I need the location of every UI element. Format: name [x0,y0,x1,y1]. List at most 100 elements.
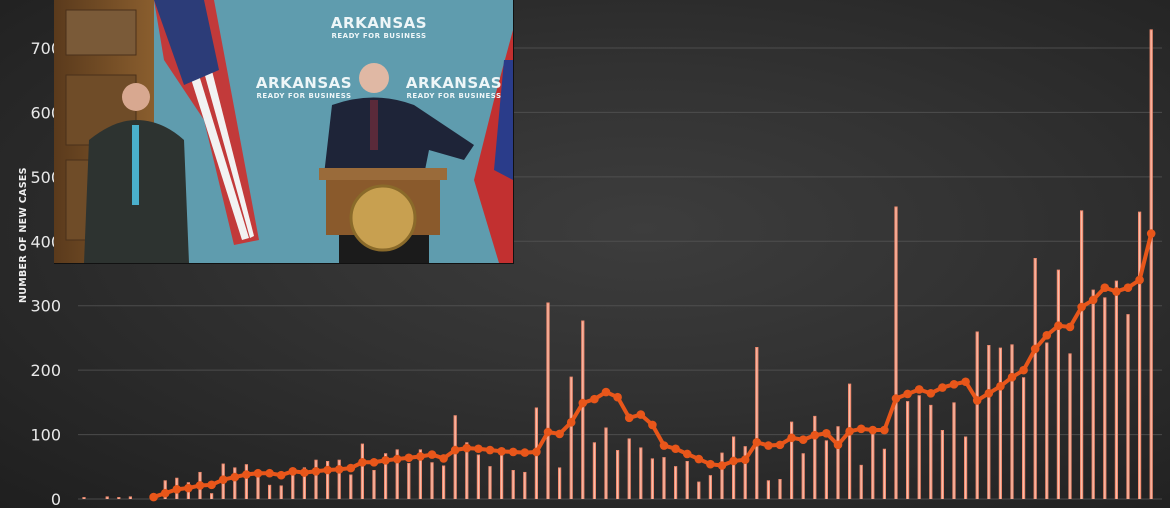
average-point [601,387,611,397]
average-point [648,420,657,430]
average-point [381,456,390,465]
average-point [369,457,379,467]
average-point [288,466,298,476]
average-point [845,427,854,436]
average-point [1077,302,1086,312]
average-point [752,438,762,447]
average-point [659,441,669,450]
average-point [961,377,970,387]
interpreter [84,83,189,263]
average-point [868,425,878,435]
average-point [740,455,750,464]
backdrop-logo: ARKANSAS READY FOR BUSINESS [249,74,359,100]
average-point [462,443,472,453]
average-point [160,488,170,498]
average-point [323,465,332,475]
backdrop-tagline: READY FOR BUSINESS [256,92,352,100]
average-point [671,444,680,454]
average-point [624,413,634,423]
backdrop-text: ARKANSAS [405,74,503,92]
average-point [566,418,576,427]
average-point [949,380,959,389]
average-point [172,485,182,494]
average-point [485,445,495,455]
average-point [1054,321,1063,330]
y-tick-label: 500 [30,168,61,187]
average-point [253,468,263,478]
average-point [416,452,425,461]
backdrop-tagline: READY FOR BUSINESS [331,32,427,40]
y-tick-label: 600 [30,103,61,122]
average-point [497,447,506,456]
average-point [1112,287,1121,296]
average-point [149,492,158,502]
average-point [775,440,785,450]
y-tick-label: 200 [30,361,61,380]
average-point [404,453,414,463]
average-point [938,383,947,392]
average-point [242,470,251,479]
average-point [230,472,240,482]
average-point [358,457,367,467]
average-point [427,450,437,459]
podium [319,168,447,263]
average-point [195,481,205,490]
average-point [265,468,274,478]
backdrop-text: ARKANSAS [255,74,353,92]
average-point [1146,229,1156,238]
average-point [300,468,309,477]
average-point [682,449,692,459]
average-point [346,463,356,473]
average-point [787,433,796,443]
average-point [184,483,193,493]
press-conference-scene [54,0,513,263]
average-point [822,428,831,438]
average-point [1065,322,1075,332]
y-tick-label: 100 [30,426,61,445]
average-point [856,424,866,434]
average-point [810,430,820,440]
average-point [914,385,924,394]
average-point [1123,283,1133,292]
average-point [1019,365,1028,375]
average-point [613,392,622,402]
average-point [207,480,216,490]
average-point [520,448,530,457]
average-point [1100,283,1110,292]
average-point [764,441,773,450]
average-point [578,398,588,408]
average-point [474,444,483,454]
average-point [636,410,646,419]
average-point [218,475,228,484]
average-point [903,389,912,399]
state-seal [349,184,417,252]
average-point [706,459,715,469]
average-point [926,389,936,398]
average-point [891,394,901,403]
average-point [590,394,599,404]
y-tick-label: 0 [51,490,61,508]
average-point [1088,295,1098,305]
average-point [1007,372,1017,382]
average-point [450,445,460,455]
average-point [798,435,808,445]
us-flag [154,0,259,245]
average-point [996,381,1005,391]
average-point [532,447,541,457]
average-point [972,396,982,405]
average-point [1030,344,1040,354]
y-axis-label: NUMBER OF NEW CASES [18,167,29,303]
backdrop-text: ARKANSAS [330,14,428,32]
backdrop-tagline: READY FOR BUSINESS [406,92,502,100]
average-point [555,429,564,439]
speaker [324,63,474,175]
average-point [1042,331,1052,340]
average-point [880,425,889,435]
average-point [729,456,738,466]
y-tick-label: 400 [30,232,61,251]
average-point [543,427,553,437]
average-point [694,454,704,464]
average-point [334,465,344,474]
video-inset: ARKANSAS READY FOR BUSINESS ARKANSAS REA… [54,0,514,264]
